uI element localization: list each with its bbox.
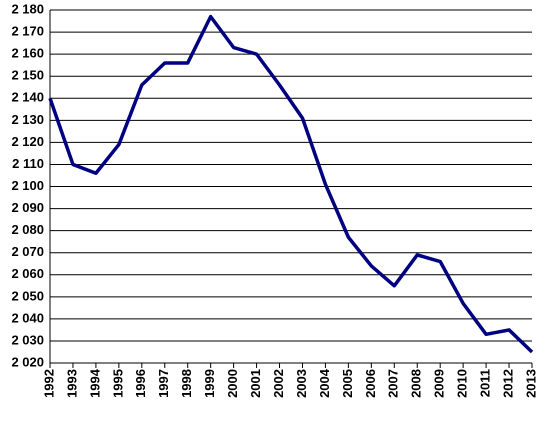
x-tick-label: 2004 [317, 368, 332, 398]
x-tick-label: 2011 [478, 369, 493, 397]
y-tick-label: 2 030 [11, 332, 44, 347]
y-tick-label: 2 020 [11, 354, 44, 369]
x-tick-label: 1992 [41, 369, 56, 398]
x-tick-label: 2001 [248, 369, 263, 398]
y-tick-label: 2 100 [11, 178, 44, 193]
x-tick-label: 1995 [110, 369, 125, 398]
y-tick-label: 2 160 [11, 46, 44, 61]
x-tick-label: 2002 [271, 369, 286, 398]
x-tick-label: 2010 [455, 369, 470, 398]
y-tick-label: 2 140 [11, 90, 44, 105]
x-tick-label: 1997 [156, 369, 171, 398]
x-tick-label: 2008 [409, 369, 424, 398]
x-tick-label: 1999 [202, 369, 217, 398]
x-tick-label: 1996 [133, 369, 148, 398]
y-tick-label: 2 120 [11, 134, 44, 149]
y-tick-label: 2 110 [12, 156, 44, 171]
y-tick-label: 2 050 [11, 288, 44, 303]
x-tick-label: 2012 [500, 369, 515, 398]
x-tick-label: 2013 [523, 369, 538, 398]
y-tick-label: 2 060 [11, 266, 44, 281]
x-tick-label: 2003 [294, 369, 309, 398]
data-line [48, 14, 534, 354]
y-tick-label: 2 170 [11, 24, 44, 39]
y-tick-label: 2 130 [11, 112, 44, 127]
x-tick-label: 1993 [64, 369, 79, 398]
x-tick-label: 2005 [340, 369, 355, 398]
y-tick-label: 2 180 [11, 1, 44, 16]
y-tick-label: 2 040 [11, 310, 44, 325]
y-tick-label: 2 090 [11, 200, 44, 215]
y-tick-label: 2 070 [11, 244, 44, 259]
x-tick-label: 1998 [179, 369, 194, 398]
x-tick-label: 2000 [225, 369, 240, 398]
y-tick-label: 2 080 [11, 222, 44, 237]
y-tick-label: 2 150 [11, 68, 44, 83]
x-tick-label: 2009 [432, 369, 447, 398]
x-tick-label: 2006 [363, 369, 378, 398]
x-tick-label: 2007 [386, 369, 401, 398]
x-tick-label: 1994 [87, 368, 102, 398]
